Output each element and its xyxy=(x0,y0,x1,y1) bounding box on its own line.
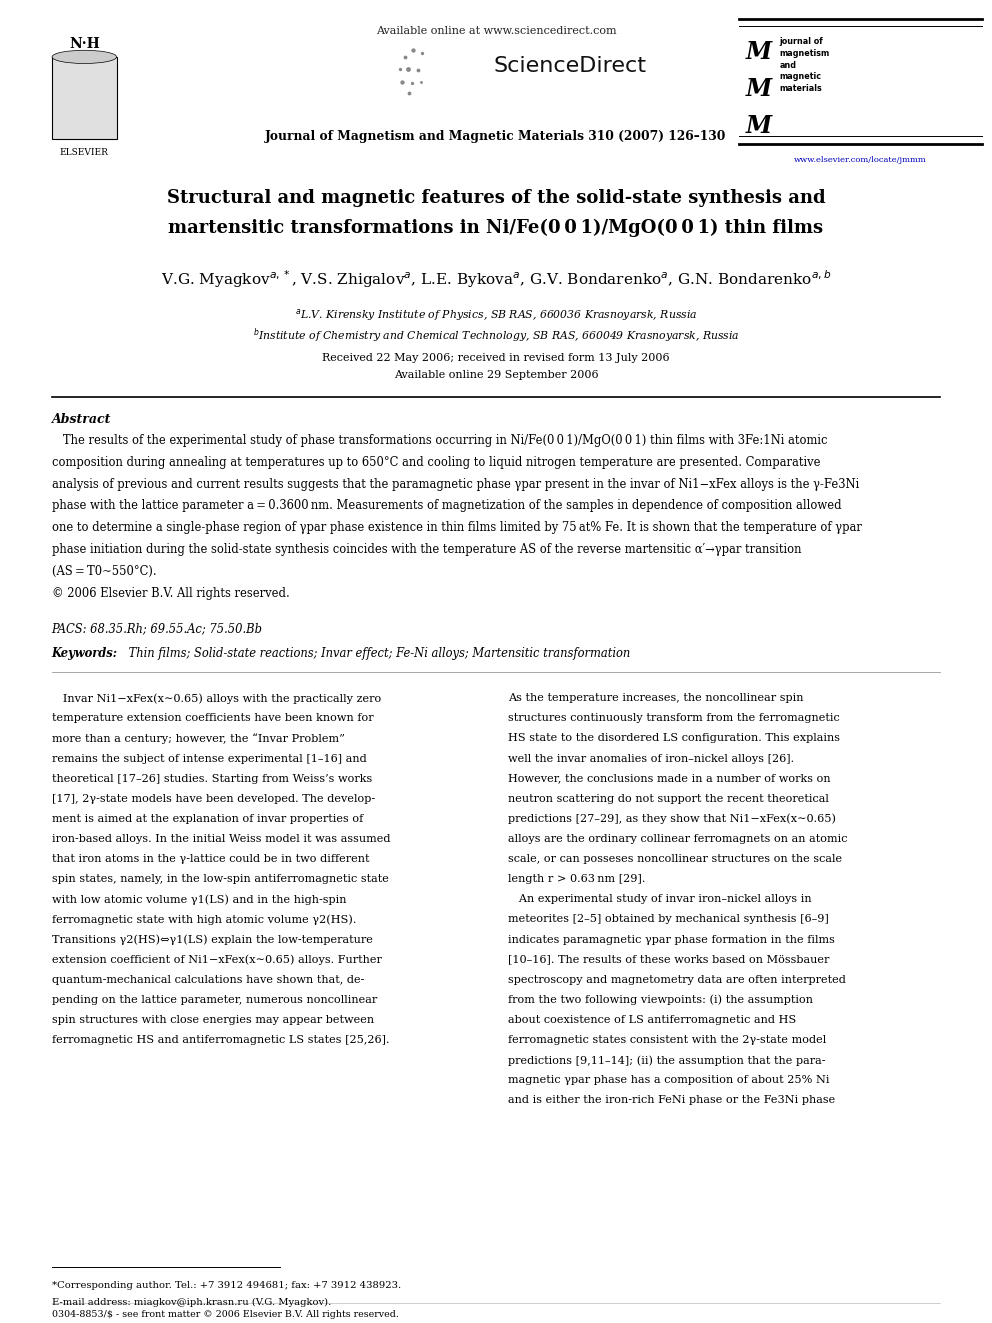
Text: remains the subject of intense experimental [1–16] and: remains the subject of intense experimen… xyxy=(52,754,366,763)
Text: As the temperature increases, the noncollinear spin: As the temperature increases, the noncol… xyxy=(508,693,804,704)
Text: PACS: 68.35.Rh; 69.55.Ac; 75.50.Bb: PACS: 68.35.Rh; 69.55.Ac; 75.50.Bb xyxy=(52,622,263,635)
Text: $^{b}$Institute of Chemistry and Chemical Technology, SB RAS, 660049 Krasnoyarsk: $^{b}$Institute of Chemistry and Chemica… xyxy=(253,327,739,345)
Text: N·H: N·H xyxy=(69,37,99,52)
Text: more than a century; however, the “Invar Problem”: more than a century; however, the “Invar… xyxy=(52,733,344,745)
Text: about coexistence of LS antiferromagnetic and HS: about coexistence of LS antiferromagneti… xyxy=(508,1015,797,1025)
Text: ferromagnetic states consistent with the 2γ-state model: ferromagnetic states consistent with the… xyxy=(508,1035,826,1045)
Text: *Corresponding author. Tel.: +7 3912 494681; fax: +7 3912 438923.: *Corresponding author. Tel.: +7 3912 494… xyxy=(52,1281,401,1290)
Ellipse shape xyxy=(53,50,117,64)
Text: pending on the lattice parameter, numerous noncollinear: pending on the lattice parameter, numero… xyxy=(52,995,377,1005)
Text: alloys are the ordinary collinear ferromagnets on an atomic: alloys are the ordinary collinear ferrom… xyxy=(508,833,848,844)
Bar xyxy=(52,57,117,139)
Text: temperature extension coefficients have been known for: temperature extension coefficients have … xyxy=(52,713,373,724)
Text: iron-based alloys. In the initial Weiss model it was assumed: iron-based alloys. In the initial Weiss … xyxy=(52,833,390,844)
Text: spin states, namely, in the low-spin antiferromagnetic state: spin states, namely, in the low-spin ant… xyxy=(52,875,389,884)
Text: meteorites [2–5] obtained by mechanical synthesis [6–9]: meteorites [2–5] obtained by mechanical … xyxy=(508,914,829,925)
Text: [10–16]. The results of these works based on Mössbauer: [10–16]. The results of these works base… xyxy=(508,955,829,964)
Text: journal of
magnetism
and
magnetic
materials: journal of magnetism and magnetic materi… xyxy=(780,37,830,93)
Text: Abstract: Abstract xyxy=(52,413,111,426)
Text: extension coefficient of Ni1−xFex(x∼0.65) alloys. Further: extension coefficient of Ni1−xFex(x∼0.65… xyxy=(52,955,382,966)
Text: E-mail address: miagkov@iph.krasn.ru (V.G. Myagkov).: E-mail address: miagkov@iph.krasn.ru (V.… xyxy=(52,1298,331,1307)
Text: M: M xyxy=(746,40,772,64)
Text: with low atomic volume γ1(LS) and in the high-spin: with low atomic volume γ1(LS) and in the… xyxy=(52,894,346,905)
Text: $^{a}$L.V. Kirensky Institute of Physics, SB RAS, 660036 Krasnoyarsk, Russia: $^{a}$L.V. Kirensky Institute of Physics… xyxy=(295,307,697,323)
Text: quantum-mechanical calculations have shown that, de-: quantum-mechanical calculations have sho… xyxy=(52,975,364,984)
Text: Available online at www.sciencedirect.com: Available online at www.sciencedirect.co… xyxy=(376,26,616,37)
Text: [17], 2γ-state models have been developed. The develop-: [17], 2γ-state models have been develope… xyxy=(52,794,375,804)
Text: magnetic γpar phase has a composition of about 25% Ni: magnetic γpar phase has a composition of… xyxy=(508,1076,830,1085)
Text: An experimental study of invar iron–nickel alloys in: An experimental study of invar iron–nick… xyxy=(508,894,812,905)
Text: Thin films; Solid-state reactions; Invar effect; Fe-Ni alloys; Martensitic trans: Thin films; Solid-state reactions; Invar… xyxy=(125,647,630,660)
Text: one to determine a single-phase region of γpar phase existence in thin films lim: one to determine a single-phase region o… xyxy=(52,521,861,534)
Text: structures continuously transform from the ferromagnetic: structures continuously transform from t… xyxy=(508,713,840,724)
Text: The results of the experimental study of phase transformations occurring in Ni/F: The results of the experimental study of… xyxy=(52,434,827,447)
Text: Keywords:: Keywords: xyxy=(52,647,118,660)
Text: Available online 29 September 2006: Available online 29 September 2006 xyxy=(394,370,598,381)
Text: from the two following viewpoints: (i) the assumption: from the two following viewpoints: (i) t… xyxy=(508,995,813,1005)
Text: predictions [27–29], as they show that Ni1−xFex(x∼0.65): predictions [27–29], as they show that N… xyxy=(508,814,836,824)
Text: 0304-8853/$ - see front matter © 2006 Elsevier B.V. All rights reserved.: 0304-8853/$ - see front matter © 2006 El… xyxy=(52,1310,399,1319)
Text: © 2006 Elsevier B.V. All rights reserved.: © 2006 Elsevier B.V. All rights reserved… xyxy=(52,587,290,599)
Text: length r > 0.63 nm [29].: length r > 0.63 nm [29]. xyxy=(508,875,646,884)
Text: scale, or can posseses noncollinear structures on the scale: scale, or can posseses noncollinear stru… xyxy=(508,855,842,864)
Text: predictions [9,11–14]; (ii) the assumption that the para-: predictions [9,11–14]; (ii) the assumpti… xyxy=(508,1056,826,1066)
Text: analysis of previous and current results suggests that the paramagnetic phase γp: analysis of previous and current results… xyxy=(52,478,859,491)
Text: ELSEVIER: ELSEVIER xyxy=(60,148,109,157)
Text: Received 22 May 2006; received in revised form 13 July 2006: Received 22 May 2006; received in revise… xyxy=(322,353,670,364)
Text: ment is aimed at the explanation of invar properties of: ment is aimed at the explanation of inva… xyxy=(52,814,363,824)
Text: that iron atoms in the γ-lattice could be in two different: that iron atoms in the γ-lattice could b… xyxy=(52,855,369,864)
Text: phase with the lattice parameter a = 0.3600 nm. Measurements of magnetization of: phase with the lattice parameter a = 0.3… xyxy=(52,499,841,512)
Text: phase initiation during the solid-state synthesis coincides with the temperature: phase initiation during the solid-state … xyxy=(52,544,802,556)
Text: spectroscopy and magnetometry data are often interpreted: spectroscopy and magnetometry data are o… xyxy=(508,975,846,984)
Text: indicates paramagnetic γpar phase formation in the films: indicates paramagnetic γpar phase format… xyxy=(508,934,835,945)
Text: theoretical [17–26] studies. Starting from Weiss’s works: theoretical [17–26] studies. Starting fr… xyxy=(52,774,372,783)
Text: ScienceDirect: ScienceDirect xyxy=(493,56,646,75)
Text: Transitions γ2(HS)⇔γ1(LS) explain the low-temperature: Transitions γ2(HS)⇔γ1(LS) explain the lo… xyxy=(52,934,372,945)
Text: spin structures with close energies may appear between: spin structures with close energies may … xyxy=(52,1015,374,1025)
Text: Structural and magnetic features of the solid-state synthesis and: Structural and magnetic features of the … xyxy=(167,189,825,208)
Text: martensitic transformations in Ni/Fe(0 0 1)/MgO(0 0 1) thin films: martensitic transformations in Ni/Fe(0 0… xyxy=(169,218,823,237)
Text: and is either the iron-rich FeNi phase or the Fe3Ni phase: and is either the iron-rich FeNi phase o… xyxy=(508,1095,835,1106)
Text: ferromagnetic state with high atomic volume γ2(HS).: ferromagnetic state with high atomic vol… xyxy=(52,914,356,925)
Text: composition during annealing at temperatures up to 650°C and cooling to liquid n: composition during annealing at temperat… xyxy=(52,455,820,468)
Text: ferromagnetic HS and antiferromagnetic LS states [25,26].: ferromagnetic HS and antiferromagnetic L… xyxy=(52,1035,389,1045)
Text: Journal of Magnetism and Magnetic Materials 310 (2007) 126–130: Journal of Magnetism and Magnetic Materi… xyxy=(265,130,727,143)
Text: However, the conclusions made in a number of works on: However, the conclusions made in a numbe… xyxy=(508,774,831,783)
Text: M: M xyxy=(746,77,772,101)
Text: M: M xyxy=(746,114,772,138)
Text: well the invar anomalies of iron–nickel alloys [26].: well the invar anomalies of iron–nickel … xyxy=(508,754,795,763)
Text: www.elsevier.com/locate/jmmm: www.elsevier.com/locate/jmmm xyxy=(795,156,927,164)
Text: HS state to the disordered LS configuration. This explains: HS state to the disordered LS configurat… xyxy=(508,733,840,744)
Text: neutron scattering do not support the recent theoretical: neutron scattering do not support the re… xyxy=(508,794,829,804)
Text: (AS = T0~550°C).: (AS = T0~550°C). xyxy=(52,565,156,578)
Text: Invar Ni1−xFex(x∼0.65) alloys with the practically zero: Invar Ni1−xFex(x∼0.65) alloys with the p… xyxy=(52,693,381,704)
Text: V.G. Myagkov$^{a,*}$, V.S. Zhigalov$^{a}$, L.E. Bykova$^{a}$, G.V. Bondarenko$^{: V.G. Myagkov$^{a,*}$, V.S. Zhigalov$^{a}… xyxy=(161,269,831,290)
